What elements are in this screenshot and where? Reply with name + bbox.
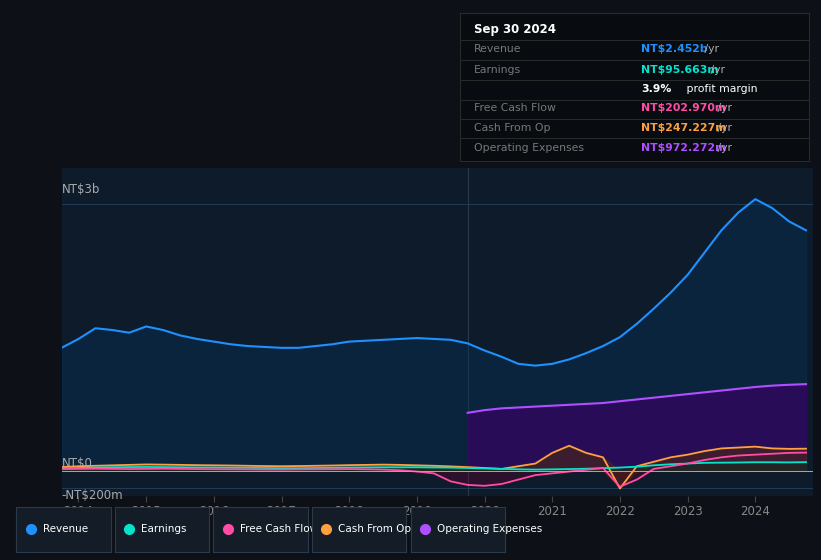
Text: Free Cash Flow: Free Cash Flow: [474, 103, 556, 113]
Text: NT$202.970m: NT$202.970m: [641, 103, 727, 113]
Text: Revenue: Revenue: [43, 524, 88, 534]
Text: Cash From Op: Cash From Op: [474, 123, 550, 133]
Text: Earnings: Earnings: [141, 524, 187, 534]
Text: Sep 30 2024: Sep 30 2024: [474, 24, 556, 36]
Text: NT$95.663m: NT$95.663m: [641, 65, 719, 75]
Text: /yr: /yr: [708, 65, 726, 75]
Text: NT$0: NT$0: [62, 457, 93, 470]
Text: /yr: /yr: [713, 143, 732, 153]
Text: /yr: /yr: [713, 103, 732, 113]
Text: Operating Expenses: Operating Expenses: [474, 143, 584, 153]
Text: Cash From Op: Cash From Op: [338, 524, 411, 534]
Text: NT$3b: NT$3b: [62, 184, 100, 197]
Text: NT$247.227m: NT$247.227m: [641, 123, 727, 133]
Text: Free Cash Flow: Free Cash Flow: [240, 524, 318, 534]
Text: Operating Expenses: Operating Expenses: [437, 524, 542, 534]
Text: 3.9%: 3.9%: [641, 83, 672, 94]
Text: profit margin: profit margin: [683, 83, 758, 94]
Text: Earnings: Earnings: [474, 65, 521, 75]
Text: /yr: /yr: [701, 44, 719, 54]
Text: Revenue: Revenue: [474, 44, 521, 54]
Text: -NT$200m: -NT$200m: [62, 489, 123, 502]
Text: NT$972.272m: NT$972.272m: [641, 143, 727, 153]
Text: /yr: /yr: [713, 123, 732, 133]
Text: NT$2.452b: NT$2.452b: [641, 44, 708, 54]
